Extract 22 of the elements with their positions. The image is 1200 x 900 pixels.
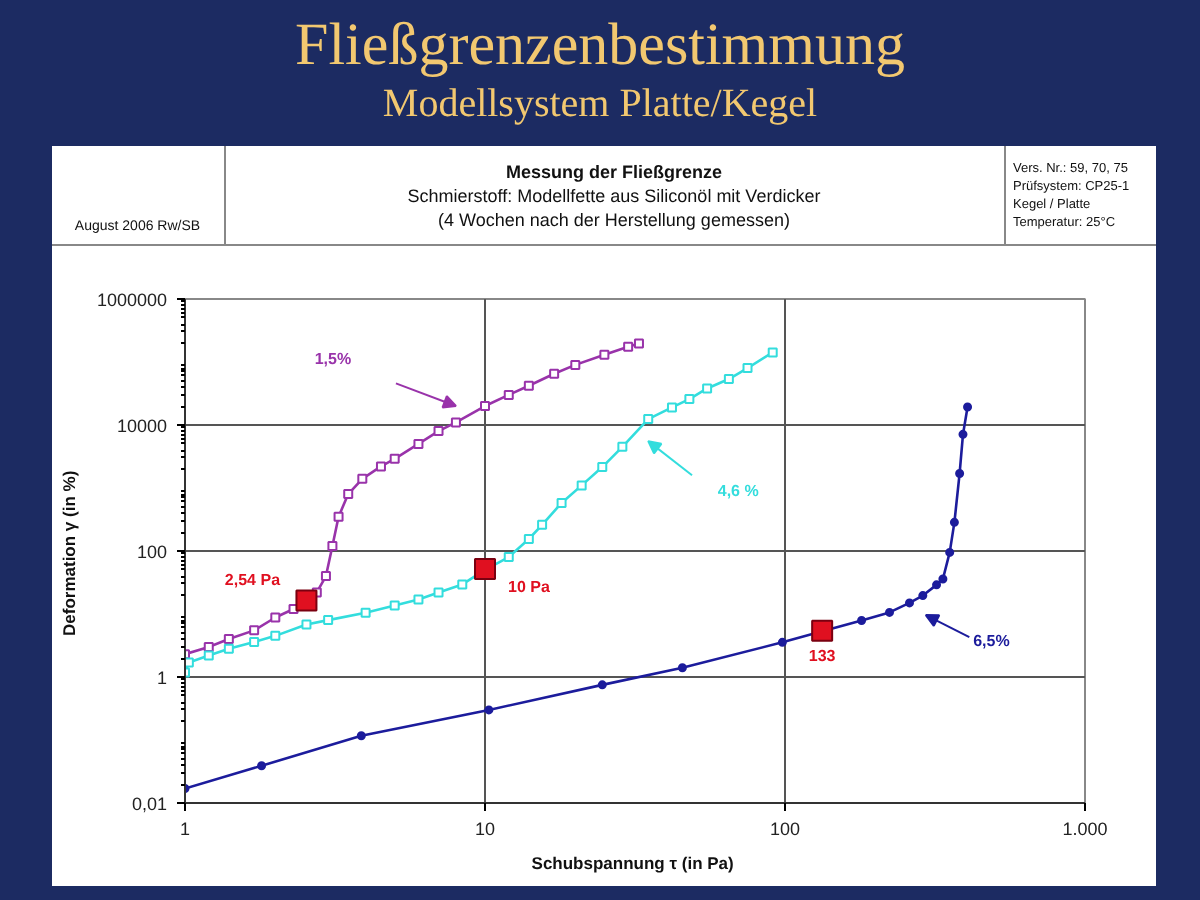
x-tick-label: 10 — [474, 819, 496, 839]
chart-subtitle: Modellsystem Platte/Kegel — [380, 80, 820, 128]
text: Messung der Fließgrenze — [503, 159, 725, 183]
x-tick-label: 100 — [769, 819, 801, 839]
text: (4 Wochen nach der Herstellung gemessen) — [436, 207, 792, 231]
y-tick-label: 100 — [136, 542, 168, 562]
x-tick-label: 1.000 — [1062, 819, 1108, 839]
text: Schmierstoff: Modellfette aus Siliconöl mit Verdicker — [405, 183, 823, 207]
chart-title: Fließgrenzenbestimmung — [293, 10, 907, 80]
y-tick-label: 1 — [156, 668, 168, 688]
text: 1,5% — [314, 349, 352, 368]
y-tick-label: 1000000 — [96, 290, 168, 310]
x-tick-label: 1 — [179, 819, 191, 839]
y-tick-label: 0,01 — [131, 794, 168, 814]
text: 6,5% — [973, 631, 1010, 650]
y-axis-title: Deformation γ (in %) — [58, 470, 79, 636]
y-tick-label: 10000 — [116, 416, 168, 436]
annotation: 2,54 Pa — [224, 571, 282, 590]
annotation: 10 Pa — [508, 577, 552, 596]
annotation: 133 — [808, 646, 837, 665]
text: 4,6 % — [717, 481, 759, 500]
x-axis-title: Schubspannung τ (in Pa) — [531, 853, 735, 873]
